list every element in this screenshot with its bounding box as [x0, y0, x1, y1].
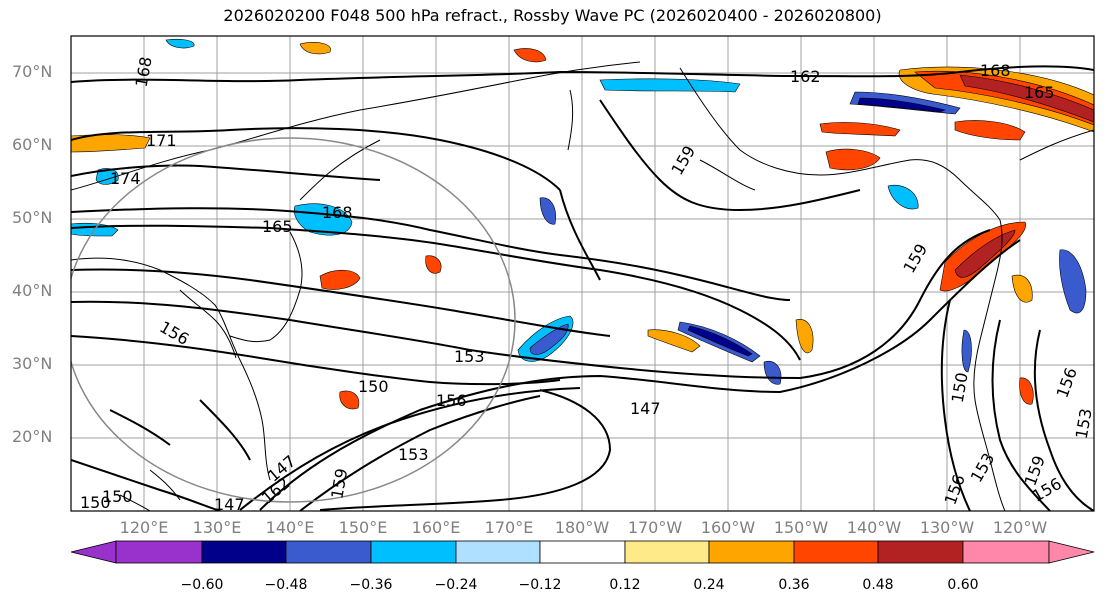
contour-label: 150	[80, 493, 111, 512]
contour-label: 147	[630, 399, 661, 418]
lat-label: 70°N	[12, 62, 53, 81]
lat-label: 30°N	[12, 354, 53, 373]
lon-label: 180°W	[554, 518, 610, 537]
lon-label: 160°E	[411, 518, 461, 537]
map-title: 2026020200 F048 500 hPa refract., Rossby…	[223, 6, 882, 25]
colorbar-segment	[877, 540, 964, 564]
contour-label: 147	[214, 495, 245, 514]
colorbar-segment	[962, 540, 1050, 564]
colorbar-tick-label: −0.24	[434, 577, 478, 593]
colorbar-extend-right	[1048, 540, 1095, 564]
contour-label: 156	[436, 391, 467, 410]
colorbar-segment	[455, 540, 541, 564]
lon-label: 140°W	[846, 518, 902, 537]
contour-label: 150	[102, 487, 133, 506]
colorbar-segment	[115, 540, 203, 564]
contour-label: 174	[110, 169, 141, 188]
colorbar-tick-label: −0.48	[264, 577, 308, 593]
lon-label: 150°E	[338, 518, 388, 537]
lat-label: 20°N	[12, 427, 53, 446]
colorbar-tick-label: 0.12	[609, 577, 641, 593]
contour-label: 165	[1024, 83, 1055, 102]
colorbar-tick-label: 0.48	[862, 577, 894, 593]
colorbar-segment	[624, 540, 710, 564]
lon-label: 130°W	[919, 518, 975, 537]
colorbar-segment	[539, 540, 626, 564]
colorbar-tick-label: −0.60	[180, 577, 224, 593]
lon-label: 140°E	[265, 518, 315, 537]
colorbar	[70, 540, 1095, 564]
shaded-anomalies	[71, 38, 1094, 410]
lon-label: 170°W	[627, 518, 683, 537]
colorbar-tick-label: −0.12	[518, 577, 562, 593]
lon-label: 120°E	[119, 518, 169, 537]
colorbar-segment	[708, 540, 795, 564]
contour-label: 150	[358, 377, 389, 396]
lon-label: 120°W	[992, 518, 1048, 537]
colorbar-tick-label: −0.36	[349, 577, 393, 593]
contour-label: 171	[146, 131, 177, 150]
colorbar-extend-left	[70, 540, 117, 564]
contour-label: 153	[398, 445, 429, 464]
colorbar-segment	[793, 540, 879, 564]
colorbar-segment	[201, 540, 287, 564]
reference-circle	[71, 137, 516, 503]
contour-label: 162	[790, 67, 821, 86]
contour-label: 165	[262, 217, 293, 236]
contour-label: 168	[980, 61, 1011, 80]
colorbar-tick-label: 0.24	[693, 577, 725, 593]
contour-label: 168	[322, 203, 353, 222]
contour-label: 153	[454, 347, 485, 366]
lat-label: 60°N	[12, 135, 53, 154]
lon-label: 130°E	[192, 518, 242, 537]
lon-label: 150°W	[773, 518, 829, 537]
map-frame	[70, 35, 1095, 512]
lat-label: 40°N	[12, 281, 53, 300]
colorbar-tick-label: 0.36	[778, 577, 810, 593]
colorbar-tick-label: 0.60	[947, 577, 979, 593]
lat-label: 50°N	[12, 208, 53, 227]
colorbar-segment	[370, 540, 457, 564]
height-contours	[71, 65, 1094, 511]
lon-label: 170°E	[484, 518, 534, 537]
lon-label: 160°W	[700, 518, 756, 537]
colorbar-segment	[285, 540, 372, 564]
